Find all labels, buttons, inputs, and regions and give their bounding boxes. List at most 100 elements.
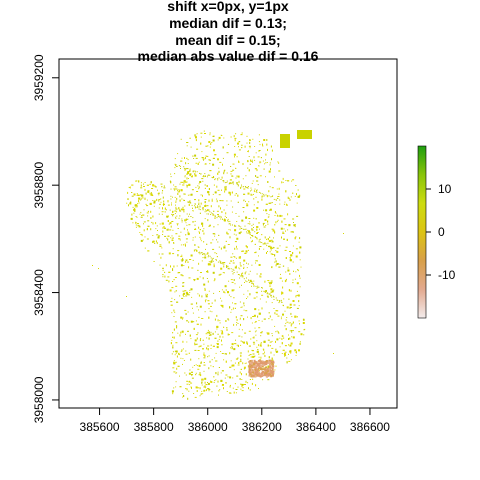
raster-cell (150, 203, 152, 205)
raster-cell (204, 365, 206, 366)
raster-cell (269, 286, 271, 287)
raster-cell (222, 289, 223, 290)
raster-cell (265, 162, 266, 163)
raster-cell (231, 173, 232, 174)
raster-cell (213, 258, 214, 259)
raster-cell-negative (248, 371, 250, 373)
raster-cell (212, 164, 214, 166)
raster-cell (215, 252, 216, 253)
raster-cell (286, 247, 288, 248)
raster-cell (290, 330, 291, 331)
raster-cell (203, 277, 204, 279)
raster-cell (195, 339, 197, 341)
raster-cell (228, 281, 229, 282)
raster-cell (234, 343, 236, 344)
raster-cell (191, 372, 193, 373)
raster-cell (245, 186, 246, 187)
raster-cell (179, 209, 180, 211)
raster-cell (203, 209, 204, 210)
raster-cell (153, 223, 154, 225)
raster-cell (290, 304, 292, 306)
raster-cell (176, 302, 178, 303)
raster-cell (259, 240, 260, 241)
raster-cell (245, 226, 246, 227)
raster-cell (185, 219, 186, 221)
raster-cell (161, 184, 163, 185)
raster-cell (231, 360, 232, 361)
raster-cell (254, 298, 256, 299)
raster-cell (238, 345, 239, 347)
raster-cell (262, 146, 263, 147)
raster-cell (173, 371, 175, 372)
raster-cell (253, 210, 255, 212)
raster-cell (207, 356, 208, 357)
raster-cell (200, 387, 201, 389)
raster-cell (262, 288, 263, 289)
raster-cell (192, 221, 194, 222)
raster-cell (169, 241, 170, 243)
raster-cell (186, 158, 187, 159)
raster-cell (226, 205, 227, 206)
raster-cell (159, 246, 161, 247)
raster-cell (245, 146, 246, 148)
raster-cell (201, 173, 202, 174)
raster-cell (133, 209, 135, 211)
raster-cell (221, 301, 222, 302)
raster-cell (208, 281, 209, 283)
raster-cell (277, 161, 278, 162)
raster-cell (275, 258, 276, 259)
raster-cell (217, 217, 218, 218)
raster-cell (275, 211, 276, 213)
raster-cell (199, 295, 200, 297)
raster-cell (172, 214, 173, 216)
raster-cell (235, 340, 236, 341)
raster-cell (208, 209, 209, 211)
raster-cell (135, 181, 136, 182)
raster-cell (271, 348, 273, 349)
raster-cell (197, 390, 198, 392)
raster-cell (176, 211, 177, 212)
raster-cell (176, 290, 177, 291)
raster-cell (218, 216, 219, 217)
raster-cell-negative (265, 372, 267, 374)
raster-cell (242, 273, 243, 274)
raster-cell (274, 369, 275, 370)
raster-cell (255, 328, 256, 329)
raster-cell (279, 301, 280, 302)
colorbar-tick-label: -10 (438, 268, 456, 282)
raster-cell (143, 223, 144, 224)
raster-cell (200, 143, 201, 145)
raster-cell (151, 181, 152, 183)
raster-cell (130, 202, 131, 203)
raster-cell (162, 254, 164, 255)
raster-cell (221, 305, 222, 306)
raster-cell (256, 292, 258, 293)
raster-cell (233, 270, 234, 271)
raster-cell (250, 379, 251, 380)
raster-cell (186, 185, 187, 186)
raster-cell (194, 199, 196, 200)
raster-cell (281, 237, 282, 239)
raster-cell (166, 280, 168, 281)
raster-cell (248, 359, 249, 360)
raster-cell (218, 262, 219, 263)
raster-cell (179, 215, 180, 216)
raster-cell (275, 341, 276, 343)
raster-cell (272, 150, 273, 152)
raster-cell (291, 331, 292, 333)
raster-cell (239, 232, 241, 234)
raster-cell (226, 241, 227, 242)
raster-cell (251, 281, 252, 282)
raster-cell (247, 267, 248, 268)
raster-cell (174, 211, 176, 212)
raster-cell (239, 216, 240, 217)
raster-cell (194, 328, 195, 330)
raster-cell (187, 168, 188, 169)
raster-cell (199, 186, 200, 188)
raster-cell (251, 286, 252, 287)
raster-cell (298, 331, 300, 332)
raster-cell (191, 387, 192, 388)
raster-cell (155, 222, 156, 224)
raster-cell (230, 236, 231, 238)
raster-cell (274, 176, 275, 177)
